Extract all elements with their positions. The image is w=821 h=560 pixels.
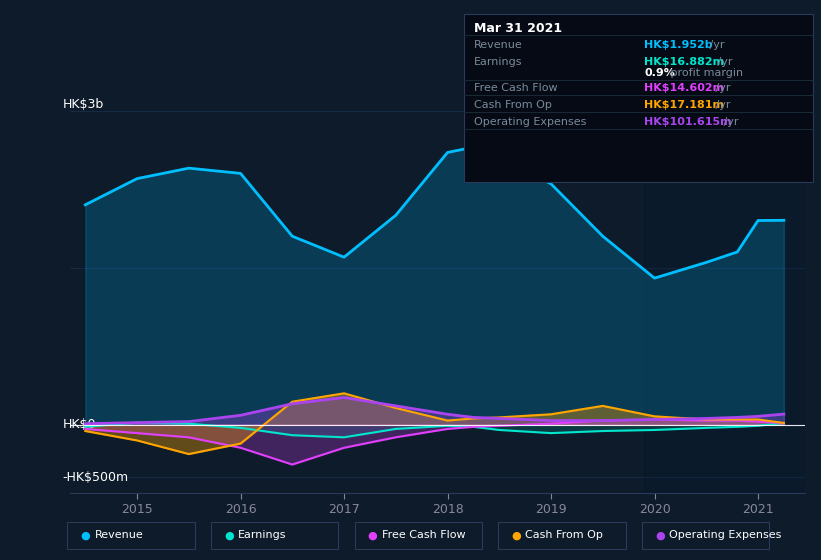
Text: /yr: /yr [714,57,733,67]
Text: HK$14.602m: HK$14.602m [644,83,725,94]
Text: /yr: /yr [706,40,725,50]
Text: -HK$500m: -HK$500m [62,470,129,484]
Text: /yr: /yr [712,100,731,110]
Text: Cash From Op: Cash From Op [525,530,603,540]
Text: Free Cash Flow: Free Cash Flow [382,530,466,540]
Text: HK$0: HK$0 [62,418,96,431]
Text: /yr: /yr [712,83,731,94]
Text: Operating Expenses: Operating Expenses [669,530,782,540]
Text: Revenue: Revenue [474,40,522,50]
Text: Revenue: Revenue [94,530,143,540]
Text: Operating Expenses: Operating Expenses [474,117,586,127]
Text: Cash From Op: Cash From Op [474,100,552,110]
Text: profit margin: profit margin [667,68,744,78]
Text: ●: ● [511,530,521,540]
Text: 0.9%: 0.9% [644,68,676,78]
Text: ●: ● [224,530,234,540]
Text: ●: ● [655,530,665,540]
Text: HK$3b: HK$3b [62,97,103,110]
Text: Free Cash Flow: Free Cash Flow [474,83,557,94]
Text: HK$1.952b: HK$1.952b [644,40,713,50]
Text: Mar 31 2021: Mar 31 2021 [474,21,562,35]
Text: Earnings: Earnings [238,530,287,540]
Text: ●: ● [368,530,378,540]
Text: Earnings: Earnings [474,57,522,67]
Text: /yr: /yr [720,117,739,127]
Text: HK$16.882m: HK$16.882m [644,57,725,67]
Text: HK$17.181m: HK$17.181m [644,100,724,110]
Text: ●: ● [80,530,90,540]
Bar [644,90,805,493]
Text: HK$101.615m: HK$101.615m [644,117,732,127]
